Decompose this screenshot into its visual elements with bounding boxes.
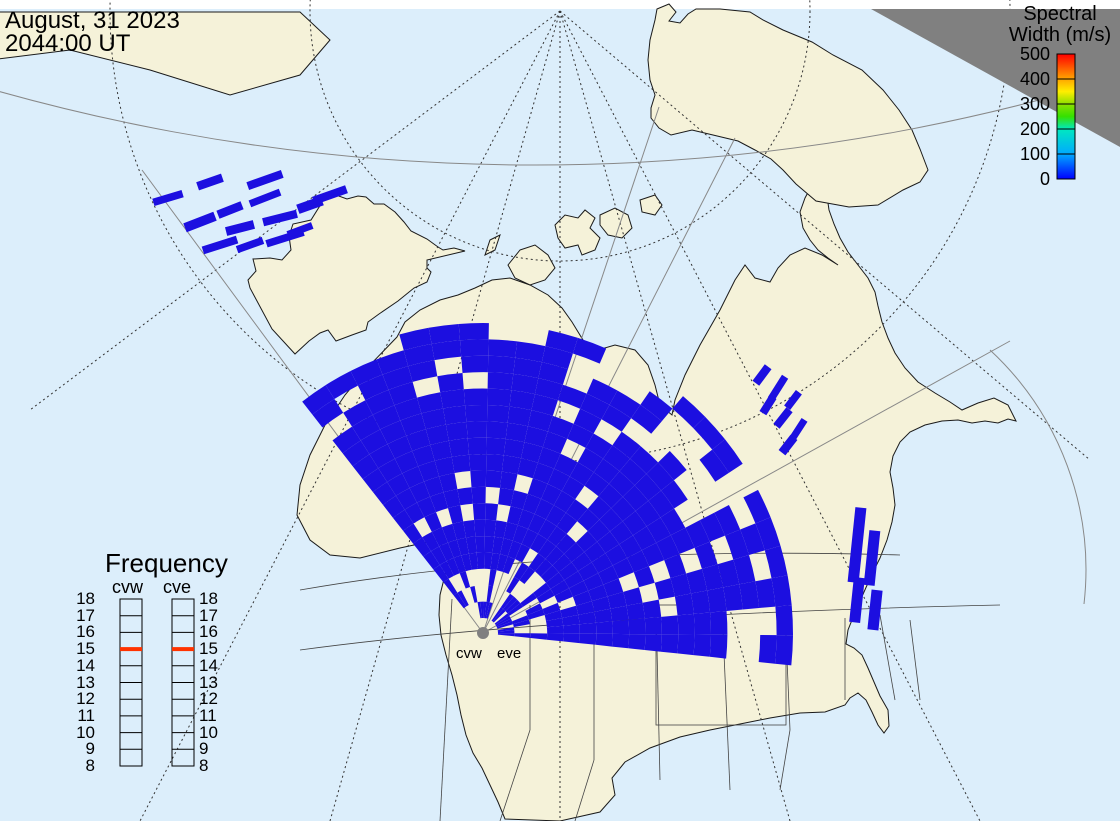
svg-text:cvw: cvw (456, 645, 482, 662)
svg-text:2044:00 UT: 2044:00 UT (5, 30, 131, 57)
svg-text:Frequency: Frequency (105, 548, 228, 578)
svg-text:0: 0 (1040, 169, 1050, 189)
svg-text:Spectral: Spectral (1023, 3, 1096, 25)
svg-text:400: 400 (1020, 69, 1050, 89)
svg-text:200: 200 (1020, 119, 1050, 139)
svg-text:cve: cve (163, 577, 191, 597)
svg-text:100: 100 (1020, 144, 1050, 164)
svg-text:500: 500 (1020, 44, 1050, 64)
svg-text:Width (m/s): Width (m/s) (1009, 24, 1111, 46)
svg-text:cvw: cvw (112, 577, 144, 597)
svg-text:8: 8 (86, 756, 95, 775)
svg-text:8: 8 (199, 756, 208, 775)
svg-text:300: 300 (1020, 94, 1050, 114)
svg-text:eve: eve (497, 645, 521, 662)
